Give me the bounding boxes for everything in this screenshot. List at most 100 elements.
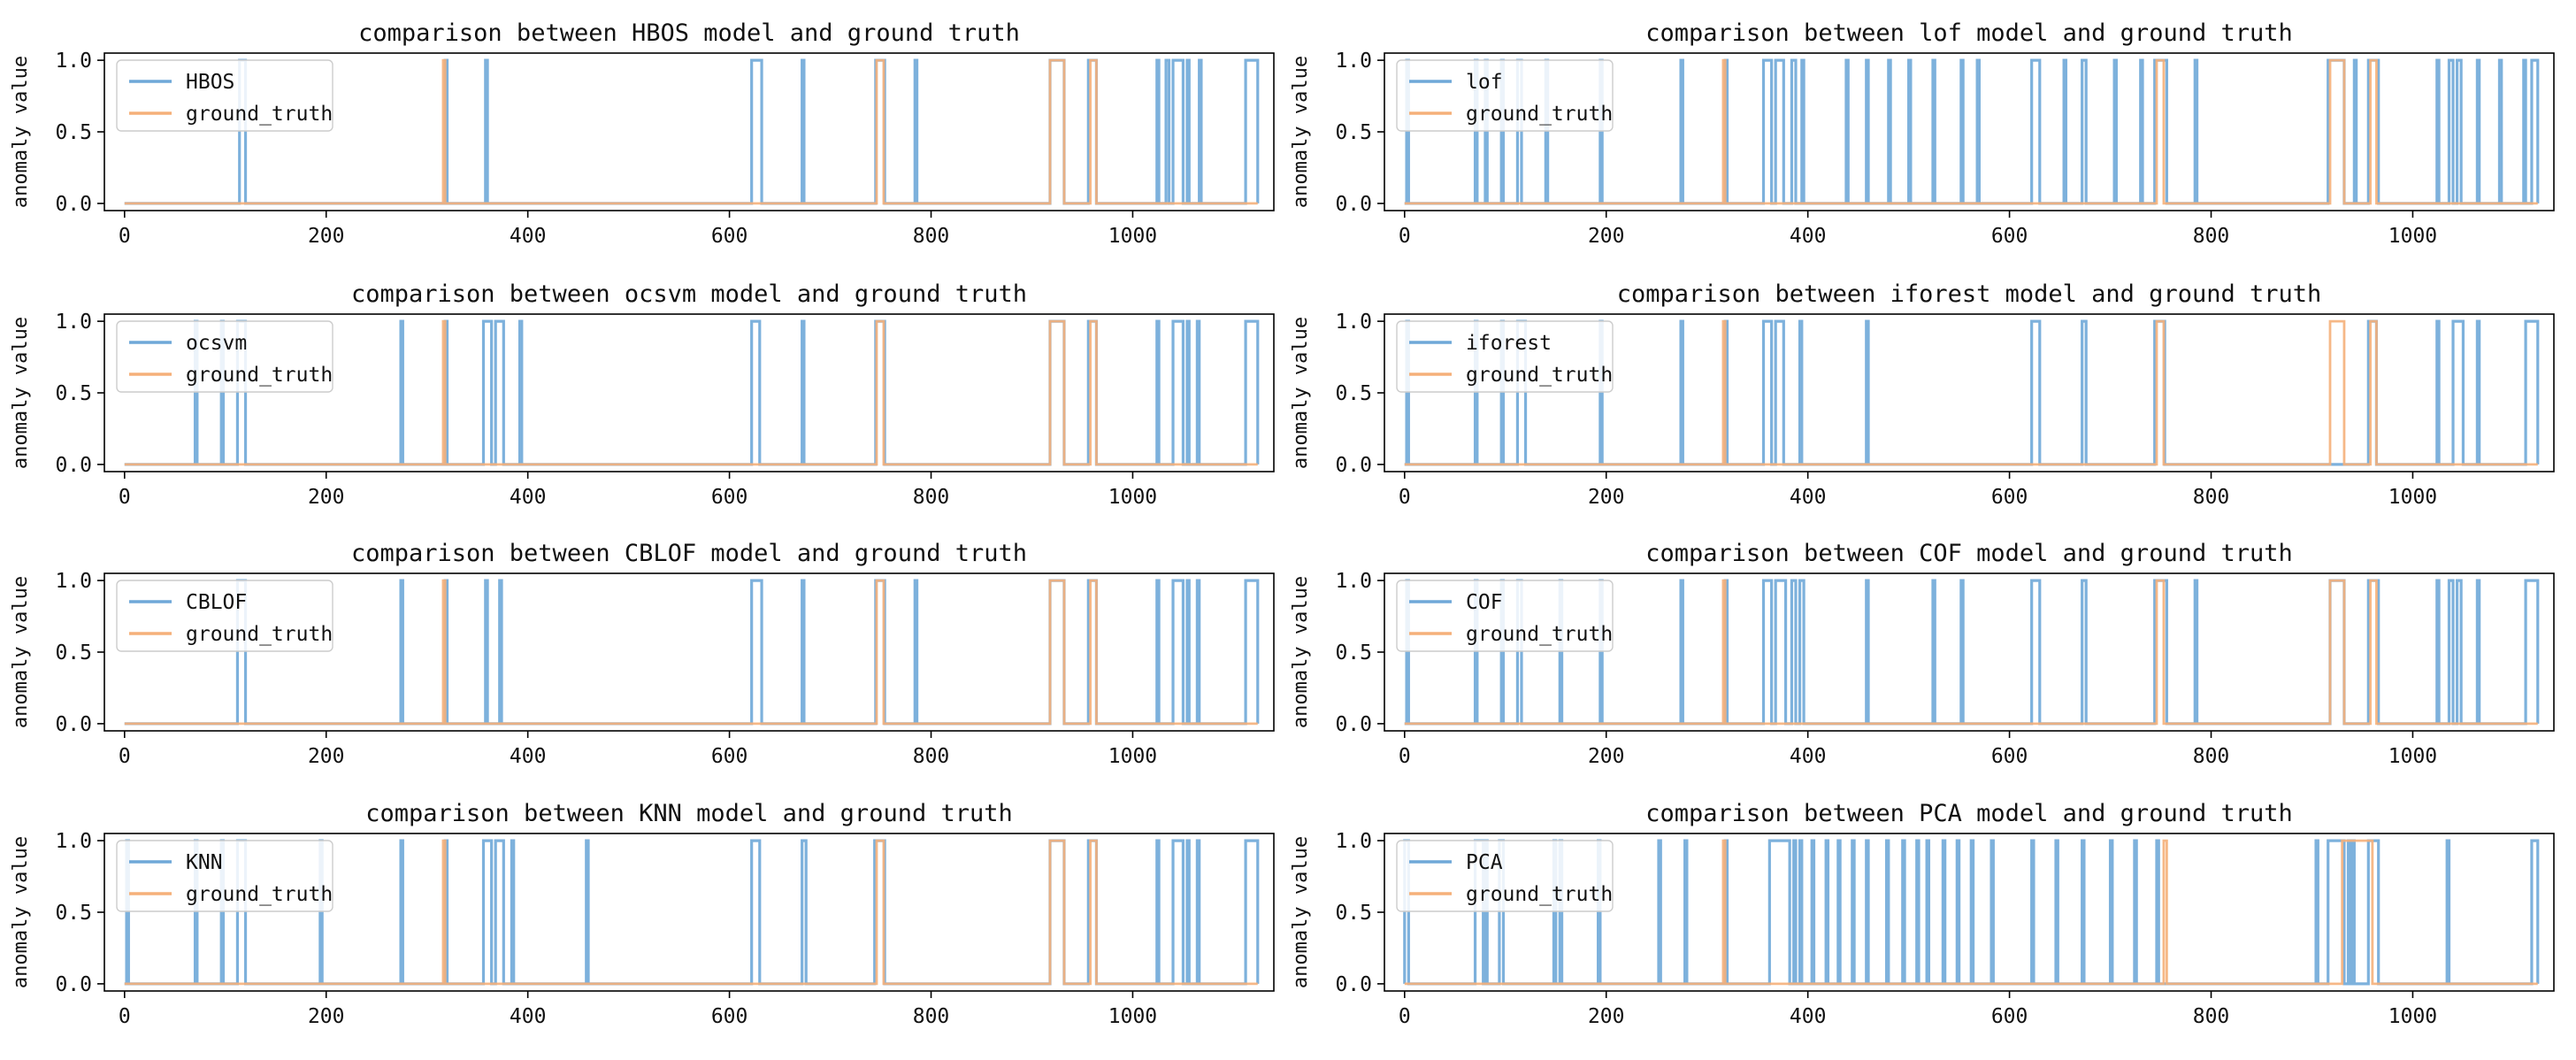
x-tick-label: 200 bbox=[308, 486, 345, 509]
y-axis-label: anomaly value bbox=[1290, 317, 1312, 469]
subplot-iforest: comparison between iforest model and gro… bbox=[1290, 280, 2555, 509]
x-tick-label: 800 bbox=[2193, 745, 2230, 768]
legend: iforest ground_truth bbox=[1396, 320, 1614, 393]
x-tick-label: 1000 bbox=[1108, 225, 1157, 248]
x-tick-label: 0 bbox=[119, 486, 131, 509]
series-line-ground-truth bbox=[124, 58, 1258, 205]
y-tick-label: 0.0 bbox=[1335, 973, 1372, 996]
series-line-ground-truth bbox=[124, 839, 1258, 986]
axes-frame bbox=[1384, 572, 2555, 732]
x-tick-label: 400 bbox=[1790, 225, 1827, 248]
series-line-ground-truth bbox=[124, 319, 1258, 466]
legend: lof ground_truth bbox=[1396, 59, 1614, 132]
series-line-ground-truth bbox=[1404, 579, 2538, 726]
x-tick-label: 1000 bbox=[1108, 1005, 1157, 1028]
x-tick-label: 1000 bbox=[1108, 486, 1157, 509]
subplot-title: comparison between lof model and ground … bbox=[1645, 19, 2293, 47]
series-line-ground-truth bbox=[1404, 58, 2538, 205]
x-tick-label: 600 bbox=[1991, 486, 2028, 509]
x-tick-label: 600 bbox=[1991, 1005, 2028, 1028]
x-tick-label: 0 bbox=[119, 745, 131, 768]
axes-frame bbox=[1384, 833, 2555, 992]
legend-label: lof bbox=[1466, 71, 1503, 94]
y-axis-label: anomaly value bbox=[10, 836, 32, 988]
legend-label: ground_truth bbox=[186, 883, 333, 906]
legend-label: ground_truth bbox=[1466, 103, 1613, 126]
x-tick-label: 400 bbox=[510, 1005, 547, 1028]
y-tick-label: 0.0 bbox=[1335, 454, 1372, 477]
subplot-cblof: comparison between CBLOF model and groun… bbox=[10, 540, 1275, 768]
x-tick-label: 0 bbox=[119, 225, 131, 248]
y-tick-label: 1.0 bbox=[1335, 311, 1372, 334]
y-tick-label: 0.5 bbox=[1335, 902, 1372, 925]
series-line-ground-truth bbox=[124, 579, 1258, 726]
legend: KNN ground_truth bbox=[116, 840, 334, 912]
axes-frame bbox=[104, 833, 1275, 992]
subplot-title: comparison between HBOS model and ground… bbox=[358, 19, 1020, 47]
x-tick-label: 600 bbox=[711, 745, 748, 768]
x-tick-label: 1000 bbox=[1108, 745, 1157, 768]
y-tick-label: 0.0 bbox=[55, 973, 92, 996]
x-tick-label: 200 bbox=[1588, 1005, 1625, 1028]
y-tick-label: 1.0 bbox=[55, 311, 92, 334]
legend-label: CBLOF bbox=[186, 591, 247, 614]
subplot-title: comparison between PCA model and ground … bbox=[1645, 800, 2293, 827]
legend-label: ocsvm bbox=[186, 332, 247, 355]
x-tick-label: 200 bbox=[1588, 225, 1625, 248]
x-tick-label: 400 bbox=[1790, 1005, 1827, 1028]
y-tick-label: 0.5 bbox=[1335, 641, 1372, 664]
y-tick-label: 1.0 bbox=[1335, 50, 1372, 73]
y-axis-label: anomaly value bbox=[10, 56, 32, 208]
axes-frame bbox=[104, 52, 1275, 211]
y-axis-label: anomaly value bbox=[10, 576, 32, 728]
legend-label: HBOS bbox=[186, 71, 234, 94]
y-tick-label: 0.0 bbox=[55, 713, 92, 736]
y-tick-label: 0.5 bbox=[1335, 382, 1372, 405]
axes-frame bbox=[104, 572, 1275, 732]
y-tick-label: 1.0 bbox=[1335, 570, 1372, 593]
x-tick-label: 800 bbox=[2193, 1005, 2230, 1028]
x-tick-label: 0 bbox=[119, 1005, 131, 1028]
legend-label: KNN bbox=[186, 851, 223, 874]
x-tick-label: 600 bbox=[711, 1005, 748, 1028]
subplot-ocsvm: comparison between ocsvm model and groun… bbox=[10, 280, 1275, 509]
x-tick-label: 400 bbox=[510, 486, 547, 509]
y-tick-label: 1.0 bbox=[55, 570, 92, 593]
y-tick-label: 0.0 bbox=[1335, 713, 1372, 736]
x-tick-label: 1000 bbox=[2388, 486, 2437, 509]
subplot-lof: comparison between lof model and ground … bbox=[1290, 19, 2555, 248]
x-tick-label: 1000 bbox=[2388, 1005, 2437, 1028]
subplot-cof: comparison between COF model and ground … bbox=[1290, 540, 2555, 768]
x-tick-label: 800 bbox=[913, 486, 950, 509]
y-tick-label: 1.0 bbox=[55, 50, 92, 73]
legend-label: COF bbox=[1466, 591, 1503, 614]
legend: ocsvm ground_truth bbox=[116, 320, 334, 393]
x-tick-label: 800 bbox=[913, 1005, 950, 1028]
x-tick-label: 1000 bbox=[2388, 225, 2437, 248]
subplot-title: comparison between CBLOF model and groun… bbox=[351, 540, 1027, 567]
y-tick-label: 0.5 bbox=[55, 902, 92, 925]
legend-label: ground_truth bbox=[1466, 883, 1613, 906]
y-tick-label: 0.0 bbox=[55, 454, 92, 477]
x-tick-label: 600 bbox=[1991, 225, 2028, 248]
x-tick-label: 200 bbox=[1588, 486, 1625, 509]
y-tick-label: 0.5 bbox=[55, 641, 92, 664]
legend: PCA ground_truth bbox=[1396, 840, 1614, 912]
x-tick-label: 0 bbox=[1399, 1005, 1411, 1028]
x-tick-label: 200 bbox=[308, 225, 345, 248]
x-tick-label: 1000 bbox=[2388, 745, 2437, 768]
x-tick-label: 600 bbox=[711, 486, 748, 509]
y-tick-label: 0.0 bbox=[55, 193, 92, 216]
legend-label: ground_truth bbox=[1466, 364, 1613, 387]
subplot-knn: comparison between KNN model and ground … bbox=[10, 800, 1275, 1028]
x-tick-label: 400 bbox=[510, 225, 547, 248]
y-tick-label: 0.5 bbox=[55, 382, 92, 405]
x-tick-label: 400 bbox=[510, 745, 547, 768]
y-tick-label: 0.0 bbox=[1335, 193, 1372, 216]
y-tick-label: 1.0 bbox=[55, 830, 92, 853]
subplot-pca: comparison between PCA model and ground … bbox=[1290, 800, 2555, 1028]
x-tick-label: 200 bbox=[1588, 745, 1625, 768]
x-tick-label: 0 bbox=[1399, 745, 1411, 768]
y-axis-label: anomaly value bbox=[1290, 576, 1312, 728]
